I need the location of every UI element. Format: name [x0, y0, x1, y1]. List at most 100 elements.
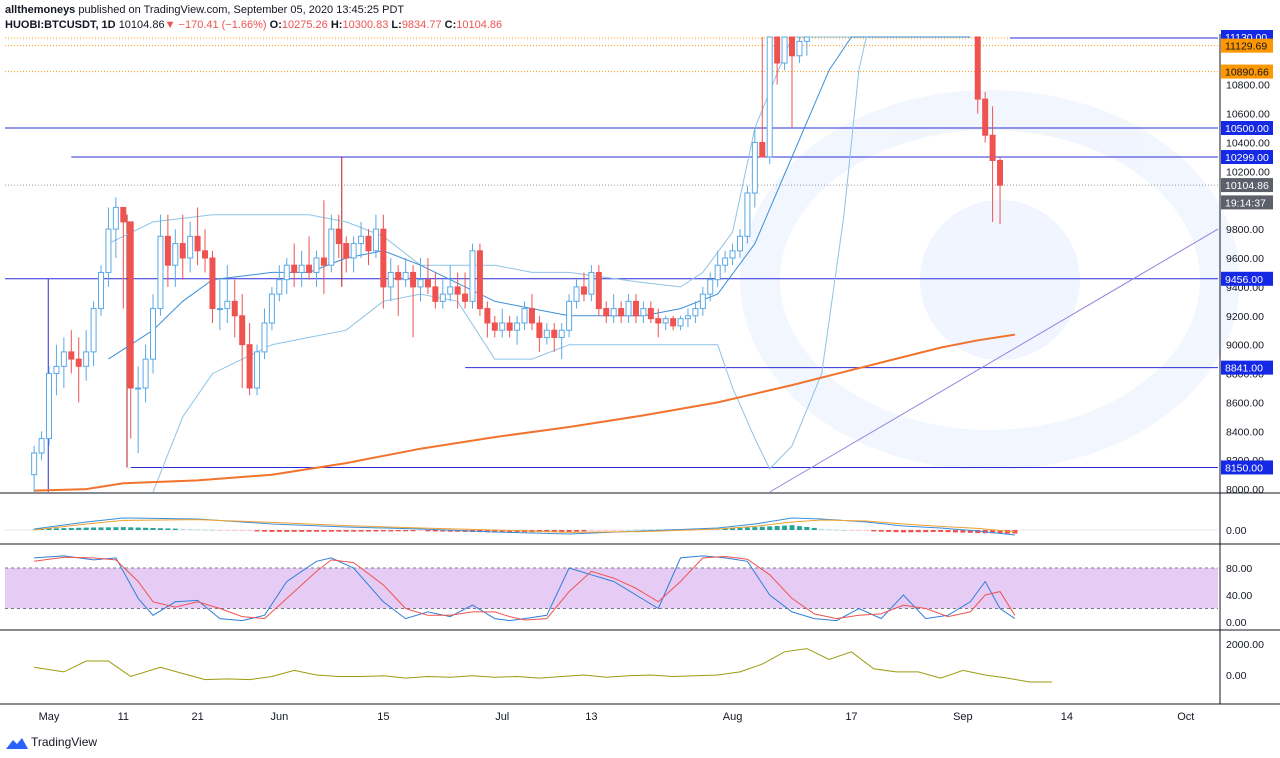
macd-histogram-bar	[633, 529, 639, 531]
candle-down	[462, 293, 469, 302]
candle-down	[759, 141, 766, 158]
candle-down	[476, 250, 483, 310]
candle-down	[974, 36, 981, 100]
candle-up	[677, 318, 684, 327]
macd-histogram-bar	[180, 528, 186, 530]
macd-histogram-bar	[499, 530, 505, 533]
candle-up	[736, 235, 743, 252]
macd-histogram-bar	[581, 530, 587, 532]
price-label: 9456.00	[1225, 274, 1263, 286]
y-tick-label: 10200.00	[1226, 166, 1270, 178]
price-label: 11129.69	[1225, 41, 1267, 53]
macd-histogram-bar	[68, 527, 74, 530]
candle-up	[38, 438, 45, 454]
candle-down	[551, 329, 558, 338]
macd-histogram-bar	[648, 529, 654, 531]
y-tick-label: 8600.00	[1226, 397, 1264, 409]
x-tick-label: 11	[118, 711, 129, 723]
y-tick-label: 10800.00	[1226, 80, 1270, 92]
macd-histogram-bar	[819, 528, 825, 530]
low-value: 9834.77	[401, 19, 442, 31]
macd-histogram-bar	[774, 525, 780, 530]
candle-down	[68, 351, 75, 360]
macd-histogram-bar	[83, 527, 89, 530]
macd-histogram-bar	[975, 530, 981, 534]
macd-histogram-bar	[254, 530, 260, 532]
macd-histogram-bar	[990, 530, 996, 534]
macd-histogram-bar	[744, 527, 750, 530]
price-label-box	[1221, 460, 1273, 475]
y-tick-label: 9200.00	[1226, 311, 1264, 323]
chart-header: allthemoneys published on TradingView.co…	[0, 0, 1280, 34]
macd-histogram-bar	[611, 530, 617, 531]
candle-down	[75, 358, 82, 367]
chart-canvas[interactable]: May1121Jun15Jul13Aug17Sep14Oct8000.00820…	[0, 0, 1280, 728]
macd-histogram-bar	[388, 530, 394, 532]
price-label-box	[1221, 150, 1273, 165]
candle-up	[744, 192, 751, 237]
macd-histogram-bar	[752, 527, 758, 530]
macd-histogram-bar	[358, 530, 364, 532]
price-change: −170.41 (−1.66%)	[178, 19, 267, 31]
candle-up	[150, 308, 157, 360]
symbol-label[interactable]: HUOBI:BTCUSDT, 1D	[5, 19, 116, 31]
macd-histogram-bar	[960, 530, 966, 533]
macd-histogram-bar	[759, 526, 765, 530]
macd-histogram-bar	[893, 530, 899, 533]
macd-histogram-bar	[930, 530, 936, 533]
candle-up	[328, 228, 335, 266]
candle-down	[231, 300, 238, 317]
candle-up	[31, 452, 38, 476]
candle-down	[997, 160, 1004, 186]
candle-up	[402, 271, 409, 281]
candle-down	[179, 243, 186, 259]
candle-up	[662, 318, 669, 324]
tradingview-logo-icon	[6, 737, 28, 749]
candle-up	[135, 387, 142, 390]
price-label: 10890.66	[1225, 67, 1269, 79]
candle-up	[417, 279, 424, 288]
candle-down	[655, 318, 662, 324]
author-name[interactable]: allthemoneys	[5, 4, 76, 16]
macd-histogram-bar	[284, 530, 290, 532]
macd-histogram-bar	[900, 530, 906, 533]
x-tick-label: Jun	[270, 711, 288, 723]
candle-up	[729, 250, 736, 259]
macd-histogram-bar	[247, 530, 253, 532]
candle-up	[105, 228, 112, 273]
candle-down	[603, 308, 610, 317]
macd-histogram-bar	[640, 529, 646, 531]
macd-histogram-bar	[321, 530, 327, 532]
macd-histogram-bar	[507, 530, 513, 533]
publish-line: allthemoneys published on TradingView.co…	[5, 4, 404, 16]
macd-histogram-bar	[796, 526, 802, 530]
candle-down	[595, 271, 602, 310]
candle-up	[261, 322, 268, 353]
x-tick-label: 15	[377, 711, 389, 723]
bollinger-lower-line	[152, 36, 867, 493]
candle-up	[83, 351, 90, 367]
candle-down	[982, 98, 989, 136]
candle-up	[558, 329, 565, 338]
watermark-eye	[920, 200, 1080, 360]
bollinger-middle-line	[108, 36, 971, 360]
candle-up	[781, 36, 788, 64]
macd-histogram-bar	[418, 530, 423, 532]
macd-histogram-bar	[596, 530, 602, 531]
candle-up	[60, 351, 67, 367]
tradingview-logo[interactable]: TradingView	[6, 735, 97, 749]
candle-down	[320, 257, 327, 266]
macd-histogram-bar	[343, 530, 349, 532]
macd-histogram-bar	[492, 530, 498, 533]
macd-histogram-bar	[291, 530, 297, 532]
candle-up	[722, 257, 729, 266]
stoch-y-tick: 40.00	[1226, 590, 1252, 602]
macd-histogram-bar	[365, 530, 371, 532]
bollinger-upper-line	[108, 36, 971, 288]
candle-down	[239, 315, 246, 346]
candle-down	[127, 221, 134, 389]
candle-up	[766, 36, 773, 158]
price-label: 10104.86	[1225, 180, 1269, 192]
macd-histogram-bar	[299, 530, 305, 532]
oscillator-line	[34, 648, 1052, 683]
